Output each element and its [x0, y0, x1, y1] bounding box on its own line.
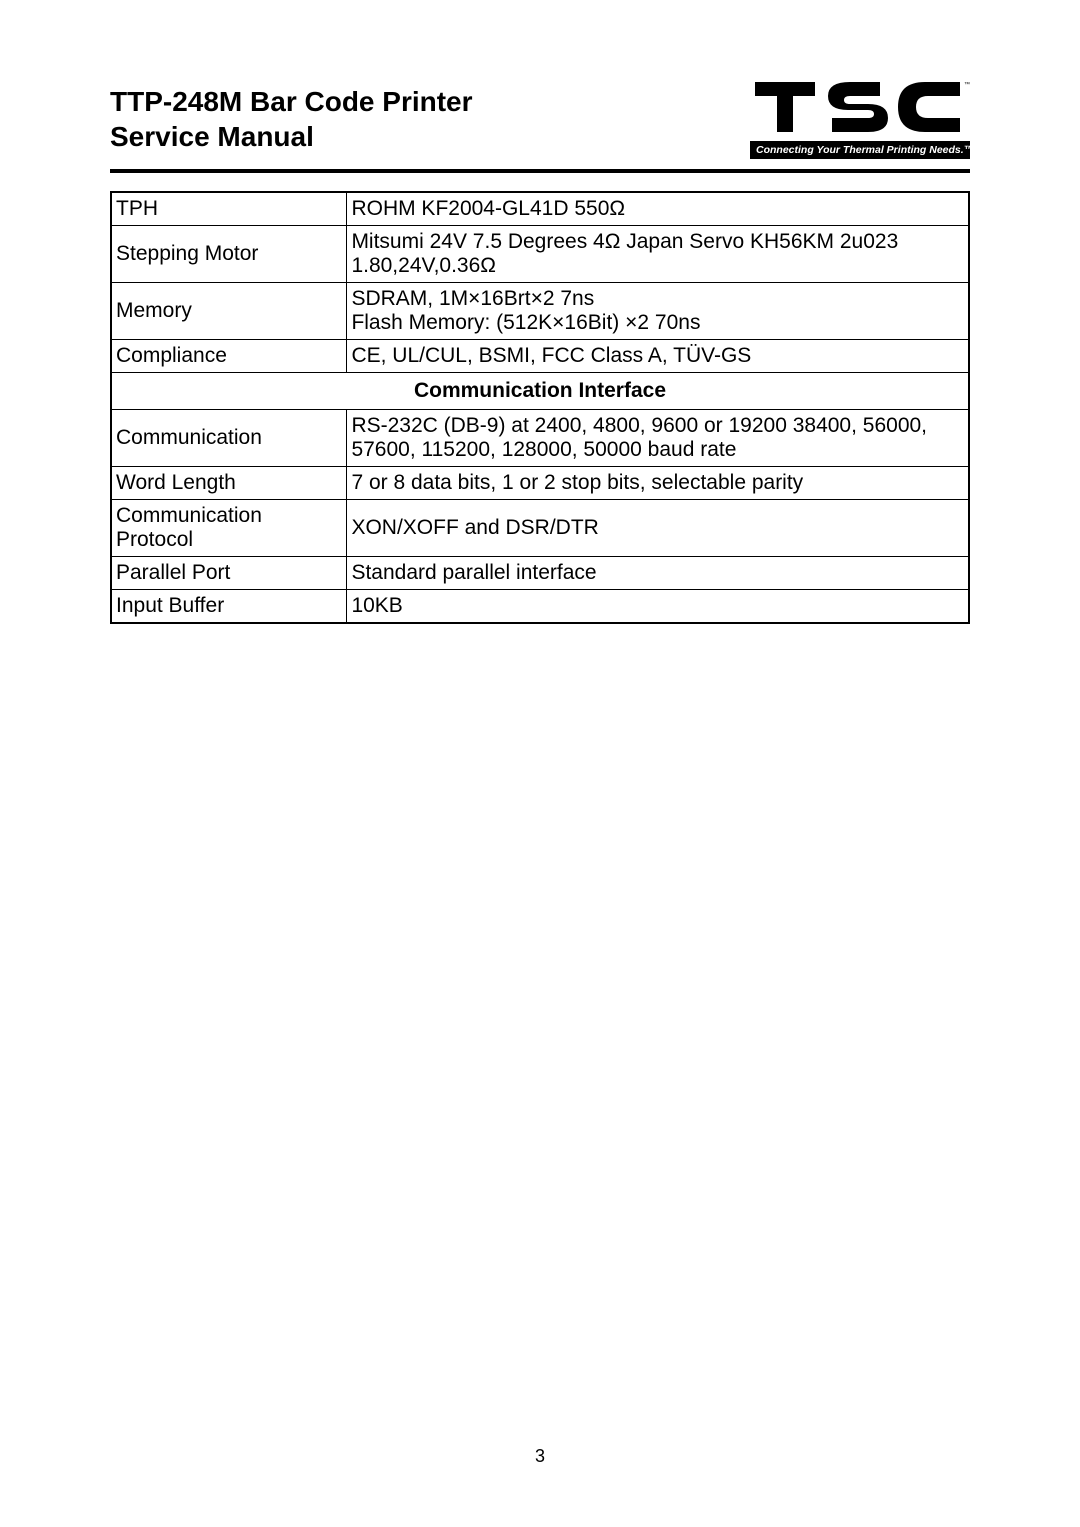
table-row: Communication Protocol XON/XOFF and DSR/… — [111, 500, 969, 557]
table-row: Stepping Motor Mitsumi 24V 7.5 Degrees 4… — [111, 226, 969, 283]
spec-label: Word Length — [111, 467, 347, 500]
section-header: Communication Interface — [111, 373, 969, 410]
logo-tagline: Connecting Your Thermal Printing Needs.™ — [750, 141, 970, 159]
page: TTP-248M Bar Code Printer Service Manual… — [0, 0, 1080, 624]
table-row: TPH ROHM KF2004-GL41D 550Ω — [111, 192, 969, 226]
spec-value: XON/XOFF and DSR/DTR — [347, 500, 969, 557]
title-line-1: TTP-248M Bar Code Printer — [110, 84, 473, 119]
table-row: Communication RS-232C (DB-9) at 2400, 48… — [111, 410, 969, 467]
table-row: Word Length 7 or 8 data bits, 1 or 2 sto… — [111, 467, 969, 500]
spec-value: 7 or 8 data bits, 1 or 2 stop bits, sele… — [347, 467, 969, 500]
table-row: Memory SDRAM, 1M×16Brt×2 7ns Flash Memor… — [111, 283, 969, 340]
table-row: Parallel Port Standard parallel interfac… — [111, 557, 969, 590]
page-number: 3 — [0, 1446, 1080, 1467]
title-line-2: Service Manual — [110, 119, 473, 154]
spec-value: ROHM KF2004-GL41D 550Ω — [347, 192, 969, 226]
spec-value: Mitsumi 24V 7.5 Degrees 4Ω Japan Servo K… — [347, 226, 969, 283]
spec-value: 10KB — [347, 590, 969, 624]
spec-value: CE, UL/CUL, BSMI, FCC Class A, TÜV-GS — [347, 340, 969, 373]
spec-label: Communication — [111, 410, 347, 467]
table-row: Input Buffer 10KB — [111, 590, 969, 624]
title-block: TTP-248M Bar Code Printer Service Manual — [110, 76, 473, 154]
spec-label: Parallel Port — [111, 557, 347, 590]
spec-label: Stepping Motor — [111, 226, 347, 283]
table-row: Compliance CE, UL/CUL, BSMI, FCC Class A… — [111, 340, 969, 373]
section-header-row: Communication Interface — [111, 373, 969, 410]
spec-value: RS-232C (DB-9) at 2400, 4800, 9600 or 19… — [347, 410, 969, 467]
spec-label: Memory — [111, 283, 347, 340]
header-row: TTP-248M Bar Code Printer Service Manual… — [110, 76, 970, 159]
spec-value: SDRAM, 1M×16Brt×2 7ns Flash Memory: (512… — [347, 283, 969, 340]
spec-label: TPH — [111, 192, 347, 226]
spec-table: TPH ROHM KF2004-GL41D 550Ω Stepping Moto… — [110, 191, 970, 624]
tsc-logo-icon: ™ — [750, 76, 970, 136]
spec-label: Communication Protocol — [111, 500, 347, 557]
logo-block: ™ Connecting Your Thermal Printing Needs… — [750, 76, 970, 159]
spec-value: Standard parallel interface — [347, 557, 969, 590]
header-divider — [110, 169, 970, 173]
spec-label: Input Buffer — [111, 590, 347, 624]
spec-label: Compliance — [111, 340, 347, 373]
svg-text:™: ™ — [964, 81, 970, 88]
